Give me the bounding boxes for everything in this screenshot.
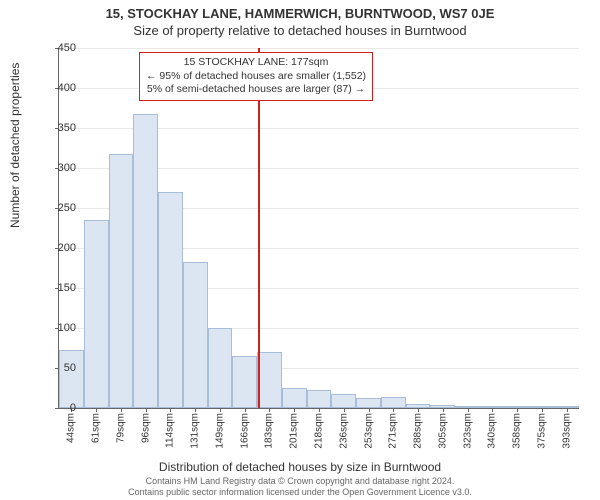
xtick-label: 236sqm bbox=[338, 413, 349, 449]
xtick-label: 271sqm bbox=[388, 413, 399, 449]
xtick-mark bbox=[517, 408, 518, 412]
xtick-mark bbox=[195, 408, 196, 412]
histogram-bar bbox=[109, 154, 134, 408]
xtick-mark bbox=[96, 408, 97, 412]
xtick-label: 131sqm bbox=[190, 413, 201, 449]
histogram-bar bbox=[59, 350, 84, 408]
title-sub: Size of property relative to detached ho… bbox=[0, 21, 600, 42]
xtick-label: 340sqm bbox=[487, 413, 498, 449]
ytick-label: 400 bbox=[36, 82, 76, 94]
xtick-label: 288sqm bbox=[413, 413, 424, 449]
chart-plot-area: 44sqm61sqm79sqm96sqm114sqm131sqm149sqm16… bbox=[58, 48, 579, 409]
xtick-mark bbox=[344, 408, 345, 412]
ytick-label: 0 bbox=[36, 402, 76, 414]
y-axis-label: Number of detached properties bbox=[8, 63, 22, 228]
xtick-mark bbox=[443, 408, 444, 412]
histogram-bar bbox=[331, 394, 356, 408]
ytick-label: 200 bbox=[36, 242, 76, 254]
xtick-label: 149sqm bbox=[214, 413, 225, 449]
xtick-label: 218sqm bbox=[314, 413, 325, 449]
xtick-label: 323sqm bbox=[462, 413, 473, 449]
xtick-mark bbox=[319, 408, 320, 412]
xtick-label: 253sqm bbox=[363, 413, 374, 449]
xtick-mark bbox=[468, 408, 469, 412]
annotation-line-3: 5% of semi-detached houses are larger (8… bbox=[146, 83, 366, 97]
histogram-bar bbox=[381, 397, 406, 408]
annotation-line-2: ← 95% of detached houses are smaller (1,… bbox=[146, 70, 366, 84]
histogram-bar bbox=[208, 328, 233, 408]
histogram-bar bbox=[307, 390, 332, 408]
footer-attribution: Contains HM Land Registry data © Crown c… bbox=[0, 476, 600, 498]
xtick-label: 96sqm bbox=[140, 413, 151, 443]
xtick-label: 166sqm bbox=[239, 413, 250, 449]
x-axis-label: Distribution of detached houses by size … bbox=[0, 460, 600, 474]
histogram-bar bbox=[183, 262, 208, 408]
xtick-mark bbox=[245, 408, 246, 412]
xtick-mark bbox=[542, 408, 543, 412]
histogram-bar bbox=[282, 388, 307, 408]
xtick-mark bbox=[146, 408, 147, 412]
annotation-line-1: 15 STOCKHAY LANE: 177sqm bbox=[146, 56, 366, 70]
histogram-bar bbox=[356, 398, 381, 408]
chart-container: 15, STOCKHAY LANE, HAMMERWICH, BURNTWOOD… bbox=[0, 0, 600, 500]
ytick-label: 350 bbox=[36, 122, 76, 134]
xtick-mark bbox=[269, 408, 270, 412]
histogram-bar bbox=[232, 356, 257, 408]
ytick-label: 50 bbox=[36, 362, 76, 374]
xtick-label: 375sqm bbox=[536, 413, 547, 449]
ytick-label: 150 bbox=[36, 282, 76, 294]
ytick-label: 300 bbox=[36, 162, 76, 174]
xtick-mark bbox=[294, 408, 295, 412]
xtick-label: 305sqm bbox=[437, 413, 448, 449]
xtick-label: 183sqm bbox=[264, 413, 275, 449]
ytick-label: 100 bbox=[36, 322, 76, 334]
xtick-mark bbox=[492, 408, 493, 412]
histogram-bar bbox=[133, 114, 158, 408]
xtick-label: 79sqm bbox=[115, 413, 126, 443]
histogram-bar bbox=[84, 220, 109, 408]
footer-line-1: Contains HM Land Registry data © Crown c… bbox=[0, 476, 600, 487]
xtick-label: 358sqm bbox=[512, 413, 523, 449]
annotation-box: 15 STOCKHAY LANE: 177sqm ← 95% of detach… bbox=[139, 52, 373, 101]
xtick-mark bbox=[567, 408, 568, 412]
marker-line bbox=[258, 48, 260, 408]
xtick-mark bbox=[418, 408, 419, 412]
xtick-label: 114sqm bbox=[165, 413, 176, 448]
ytick-label: 250 bbox=[36, 202, 76, 214]
gridline bbox=[59, 48, 579, 49]
xtick-mark bbox=[393, 408, 394, 412]
xtick-label: 61sqm bbox=[91, 413, 102, 443]
histogram-bar bbox=[257, 352, 282, 408]
xtick-label: 44sqm bbox=[66, 413, 77, 443]
xtick-label: 393sqm bbox=[561, 413, 572, 449]
xtick-mark bbox=[121, 408, 122, 412]
footer-line-2: Contains public sector information licen… bbox=[0, 487, 600, 498]
xtick-mark bbox=[220, 408, 221, 412]
xtick-mark bbox=[170, 408, 171, 412]
histogram-bar bbox=[158, 192, 183, 408]
xtick-label: 201sqm bbox=[289, 413, 300, 449]
title-main: 15, STOCKHAY LANE, HAMMERWICH, BURNTWOOD… bbox=[0, 0, 600, 21]
xtick-mark bbox=[369, 408, 370, 412]
ytick-label: 450 bbox=[36, 42, 76, 54]
